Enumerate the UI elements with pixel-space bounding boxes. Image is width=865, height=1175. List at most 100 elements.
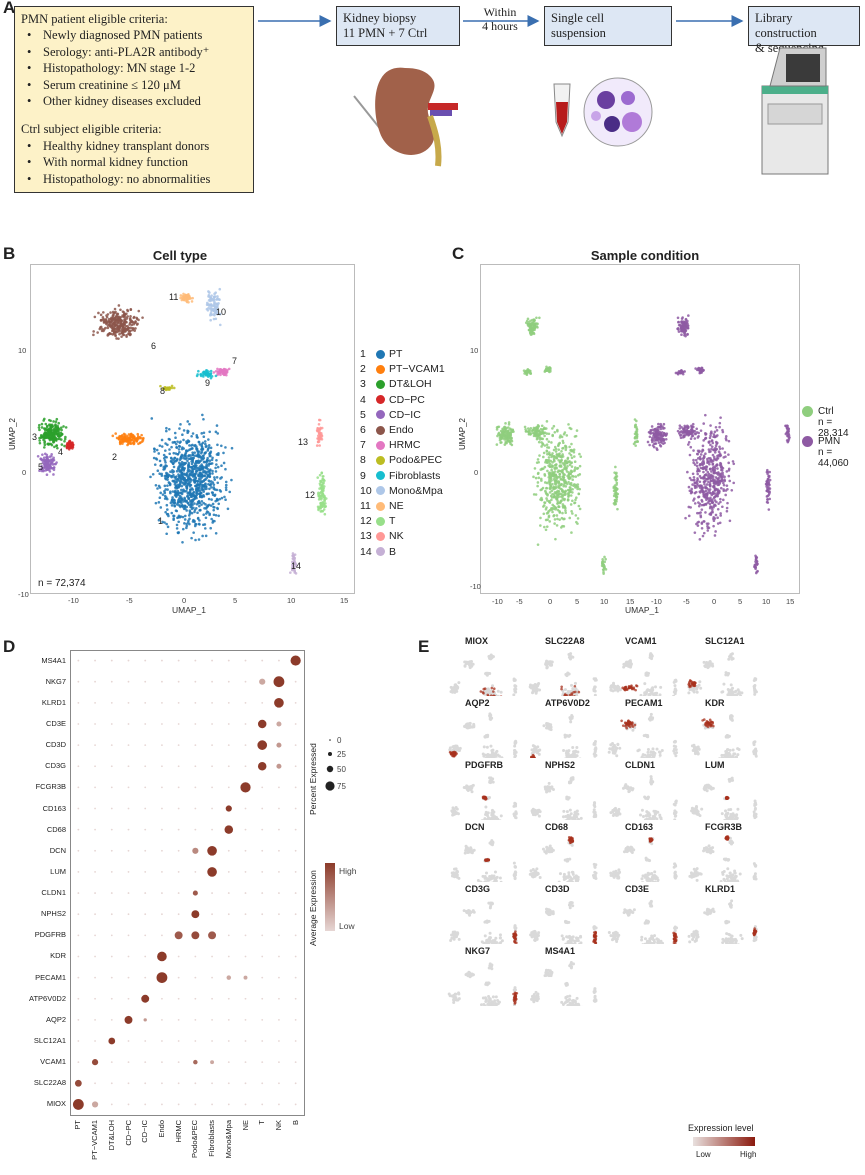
legend-label: CD−PC [389,393,425,406]
dot-pecam1-endo [156,972,168,984]
pmn-criterion: Serum creatinine ≤ 120 μM [27,77,247,94]
dot-background [94,765,96,768]
dot-background [261,1018,264,1021]
dot-background [110,1082,113,1085]
dot-nkg7-t [259,678,266,685]
dot-background [294,1018,297,1021]
dot-background [177,786,180,789]
dot-background [127,680,130,683]
celltype-legend-item: 13 NK [360,530,404,542]
celltype-label: DT&LOH [106,1120,116,1151]
dot-background [110,786,113,789]
dot-background [94,1082,96,1085]
dot-background [77,659,80,662]
dot-background [227,659,230,662]
dot-pecam1-mono-mpa [226,975,232,980]
dot-background [194,997,197,1000]
umap-c-xlabel: UMAP_1 [625,605,660,615]
dot-background [127,849,130,852]
dot-background [294,976,297,979]
featureplot-vcam1 [609,652,678,696]
featureplot-ms4a1 [530,960,598,1006]
dot-background [161,807,163,810]
dot-background [127,997,130,1000]
legend-label: CD−IC [389,408,421,421]
dot-background [94,976,96,979]
dot-background [294,701,297,704]
dot-background [127,871,130,873]
dot-background [144,892,147,894]
gene-label: CD3D [45,740,66,750]
cluster-label-10: 10 [216,307,227,317]
ctrl-legend-count: n = 28,314 [818,417,849,439]
dot-background [110,744,113,747]
dot-background [127,828,130,831]
dot-background [244,680,247,683]
cluster-b [289,552,298,575]
dot-background [161,765,163,768]
dot-background [294,807,297,810]
cluster-nk [315,418,324,447]
cluster-label-12: 12 [305,490,316,500]
cluster-cd-ic [36,452,58,477]
cluster-mono-mpa [205,287,222,327]
umap-celltype-count: n = 72,374 [38,578,86,589]
umap-c-xtick: -10 [492,597,503,606]
dot-background [244,1082,247,1085]
dot-background [278,1103,280,1106]
dot-background [144,913,147,916]
dot-vcam1-podo-pec [193,1059,198,1065]
gene-label: MS4A1 [41,655,66,665]
dot-background [77,1061,80,1064]
dot-cd3g-nk [276,763,282,769]
color-legend-title: Average Expression [308,870,318,946]
dot-pdgfrb-podo-pec [191,931,200,940]
featureplot-title: MS4A1 [545,946,576,956]
dot-background [278,659,280,662]
ctrl-criteria-heading: Ctrl subject eligible criteria: [21,122,162,137]
celltype-legend-item: 5 CD−IC [360,409,421,421]
featureplot-miox [449,653,518,696]
dot-background [278,1040,280,1042]
legend-label: PT−VCAM1 [389,363,445,376]
celltype-label: Fibroblasts [207,1120,217,1157]
dot-background [94,744,96,747]
dot-background [261,1103,264,1106]
pmn-criterion: Histopathology: MN stage 1-2 [27,60,247,77]
featureplot-title: PDGFRB [465,760,503,770]
dot-background [227,1018,230,1021]
featureplot-title: LUM [705,760,725,770]
dot-background [161,997,163,1000]
dot-background [127,934,130,937]
cluster-fibroblasts [195,369,218,380]
dot-background [110,976,113,979]
dot-background [294,1040,297,1042]
legend-number: 4 [360,393,366,406]
dot-miox-pt [72,1099,84,1110]
dot-background [144,828,147,831]
dot-background [127,807,130,810]
umap-b-xtick: 0 [182,596,187,605]
featureplot-title: FCGR3B [705,822,743,832]
featureplot-klrd1 [687,899,758,944]
dot-background [294,786,297,789]
dot-vcam1-pt-vcam1 [91,1059,99,1066]
legend-number: 10 [360,484,372,497]
dot-background [227,871,230,873]
gene-label: FCGR3B [35,782,66,792]
dot-background [244,659,247,662]
size-legend-dot-50 [326,765,334,773]
cluster-label-14: 14 [291,561,302,571]
step-label: Library construction [755,11,817,40]
dot-background [211,659,213,662]
featureplot-title: ATP6V0D2 [545,698,590,708]
celltype-label: HRMC [173,1120,183,1143]
dot-background [77,849,80,852]
dot-background [244,1018,247,1021]
dot-background [177,828,180,831]
pmn-criterion: Other kidney diseases excluded [27,93,247,110]
celltype-legend-item: 14 B [360,546,396,558]
celltype-label: B [290,1120,300,1126]
featureplot-fcgr3b [688,835,758,882]
color-legend-low: Low [339,921,355,931]
